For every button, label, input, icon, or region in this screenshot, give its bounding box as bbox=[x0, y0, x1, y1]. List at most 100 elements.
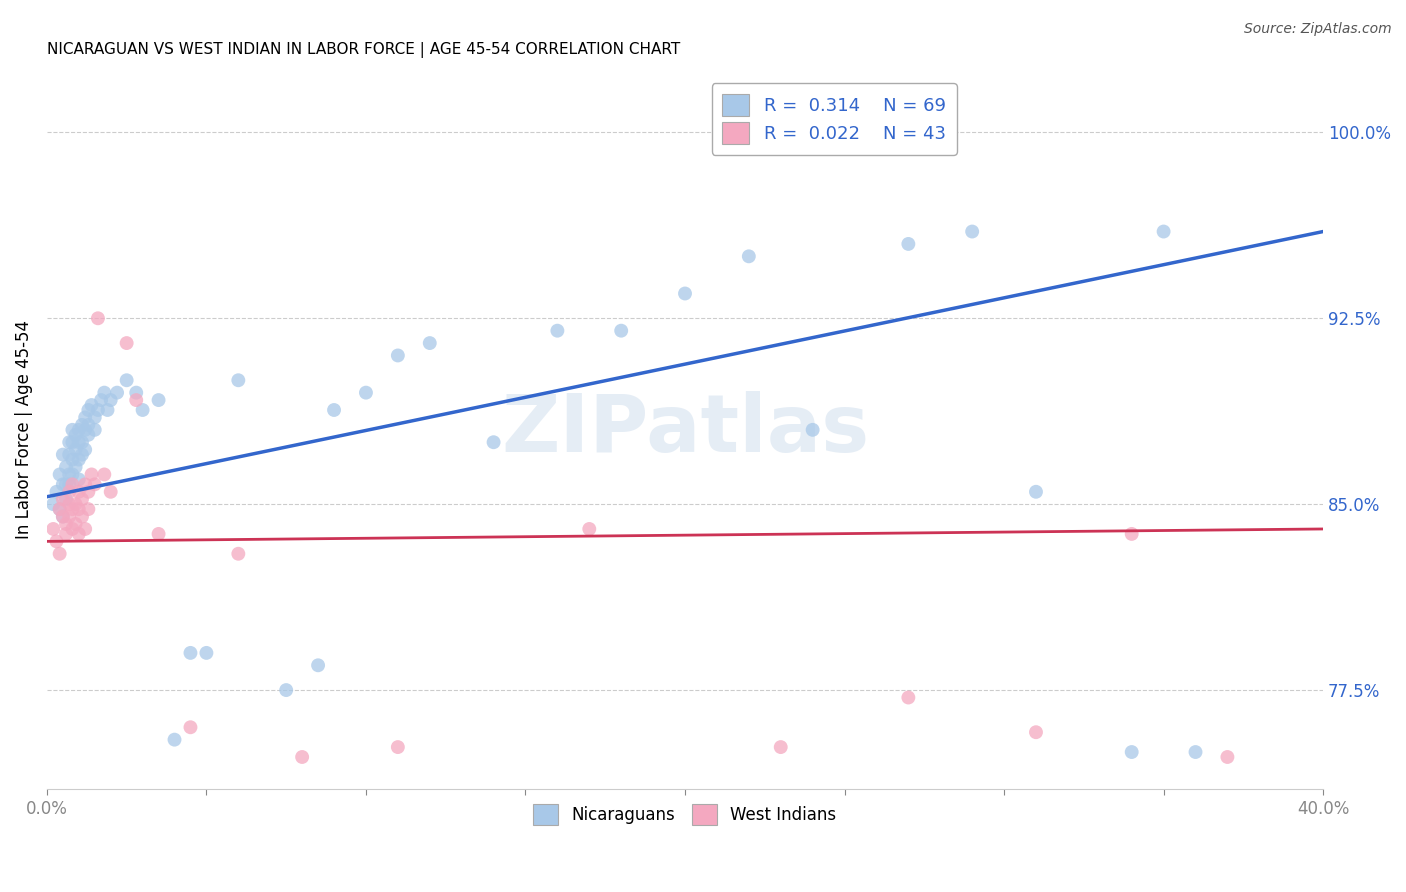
Point bbox=[48, 502, 70, 516]
Point bbox=[65, 442, 87, 457]
Text: NICARAGUAN VS WEST INDIAN IN LABOR FORCE | AGE 45-54 CORRELATION CHART: NICARAGUAN VS WEST INDIAN IN LABOR FORCE… bbox=[46, 42, 681, 58]
Point bbox=[48, 547, 70, 561]
Point bbox=[610, 324, 633, 338]
Text: ZIPatlas: ZIPatlas bbox=[501, 391, 869, 469]
Point bbox=[960, 225, 983, 239]
Point bbox=[125, 385, 148, 400]
Point bbox=[75, 477, 97, 491]
Point bbox=[419, 336, 441, 351]
Point bbox=[93, 467, 115, 482]
Point bbox=[87, 403, 110, 417]
Point bbox=[62, 522, 84, 536]
Point bbox=[67, 527, 90, 541]
Point bbox=[387, 349, 409, 363]
Point bbox=[52, 492, 75, 507]
Point bbox=[897, 236, 920, 251]
Point bbox=[93, 385, 115, 400]
Point bbox=[96, 403, 118, 417]
Point bbox=[42, 522, 65, 536]
Point bbox=[354, 385, 377, 400]
Point bbox=[58, 477, 80, 491]
Point bbox=[58, 435, 80, 450]
Point bbox=[195, 646, 218, 660]
Point bbox=[1025, 484, 1047, 499]
Point bbox=[83, 423, 105, 437]
Point bbox=[58, 497, 80, 511]
Point bbox=[62, 502, 84, 516]
Point bbox=[77, 502, 100, 516]
Point bbox=[387, 740, 409, 755]
Point bbox=[228, 547, 250, 561]
Point bbox=[70, 509, 93, 524]
Point bbox=[62, 467, 84, 482]
Point bbox=[77, 427, 100, 442]
Point bbox=[67, 484, 90, 499]
Point bbox=[52, 448, 75, 462]
Point bbox=[55, 492, 77, 507]
Point bbox=[179, 720, 201, 734]
Point bbox=[276, 683, 298, 698]
Point bbox=[67, 423, 90, 437]
Point bbox=[70, 435, 93, 450]
Point bbox=[1121, 745, 1143, 759]
Point bbox=[115, 373, 138, 387]
Point bbox=[83, 410, 105, 425]
Point bbox=[87, 311, 110, 326]
Point bbox=[55, 477, 77, 491]
Point bbox=[1216, 750, 1239, 764]
Point bbox=[1184, 745, 1206, 759]
Point bbox=[801, 423, 824, 437]
Point bbox=[45, 534, 67, 549]
Point bbox=[148, 527, 170, 541]
Y-axis label: In Labor Force | Age 45-54: In Labor Force | Age 45-54 bbox=[15, 320, 32, 540]
Point bbox=[52, 509, 75, 524]
Legend: Nicaraguans, West Indians: Nicaraguans, West Indians bbox=[523, 795, 846, 835]
Point bbox=[131, 403, 153, 417]
Point bbox=[482, 435, 505, 450]
Point bbox=[62, 452, 84, 467]
Point bbox=[75, 423, 97, 437]
Point bbox=[148, 393, 170, 408]
Point bbox=[1121, 527, 1143, 541]
Point bbox=[77, 484, 100, 499]
Point bbox=[738, 249, 761, 263]
Point bbox=[70, 492, 93, 507]
Point bbox=[80, 467, 103, 482]
Point bbox=[77, 403, 100, 417]
Point bbox=[65, 516, 87, 531]
Point bbox=[77, 417, 100, 432]
Point bbox=[307, 658, 329, 673]
Point bbox=[163, 732, 186, 747]
Point bbox=[48, 502, 70, 516]
Point bbox=[45, 484, 67, 499]
Point bbox=[52, 509, 75, 524]
Point bbox=[100, 393, 122, 408]
Point bbox=[897, 690, 920, 705]
Point bbox=[90, 393, 112, 408]
Point bbox=[75, 410, 97, 425]
Point bbox=[42, 497, 65, 511]
Point bbox=[83, 477, 105, 491]
Point bbox=[291, 750, 314, 764]
Point bbox=[67, 435, 90, 450]
Text: Source: ZipAtlas.com: Source: ZipAtlas.com bbox=[1244, 22, 1392, 37]
Point bbox=[100, 484, 122, 499]
Point bbox=[65, 427, 87, 442]
Point bbox=[55, 516, 77, 531]
Point bbox=[228, 373, 250, 387]
Point bbox=[323, 403, 346, 417]
Point bbox=[58, 448, 80, 462]
Point bbox=[55, 460, 77, 475]
Point bbox=[769, 740, 792, 755]
Point bbox=[80, 398, 103, 412]
Point bbox=[67, 472, 90, 486]
Point bbox=[62, 435, 84, 450]
Point bbox=[55, 527, 77, 541]
Point bbox=[125, 393, 148, 408]
Point bbox=[70, 417, 93, 432]
Point bbox=[58, 467, 80, 482]
Point bbox=[75, 442, 97, 457]
Point bbox=[70, 448, 93, 462]
Point bbox=[65, 460, 87, 475]
Point bbox=[105, 385, 128, 400]
